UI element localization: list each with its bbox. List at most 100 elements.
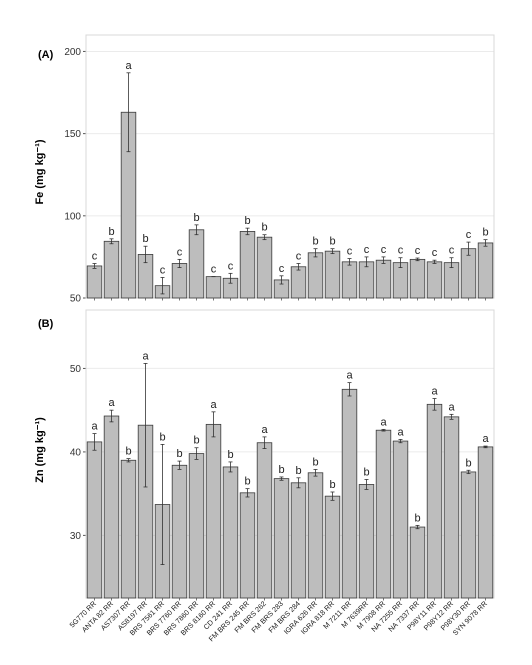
error-bar-zn-17 — [381, 428, 386, 432]
sig-letter-zn-7: a — [210, 399, 217, 411]
sig-letter-fe-10: b — [261, 222, 267, 234]
bar-zn-0 — [86, 441, 103, 599]
error-bar-zn-10 — [262, 436, 267, 449]
bar-fe-16 — [358, 261, 375, 299]
sig-letter-zn-15: a — [346, 370, 353, 382]
bar-fe-14 — [324, 250, 341, 299]
bar-zn-16 — [358, 484, 375, 599]
sig-letter-fe-13: b — [312, 236, 318, 248]
y-tick-label-fe-3: 200 — [64, 47, 81, 58]
bar-fe-17 — [375, 259, 392, 299]
bar-zn-19 — [409, 526, 426, 599]
bar-zn-14 — [324, 495, 341, 599]
sig-letter-fe-17: c — [381, 244, 387, 256]
y-axis-label-zn: Zn (mg kg⁻¹) — [34, 417, 46, 483]
error-bar-fe-4 — [160, 277, 165, 295]
bar-fe-1 — [103, 240, 120, 299]
sig-letter-fe-1: b — [108, 226, 114, 238]
sig-letter-zn-21: a — [448, 401, 455, 413]
bar-zn-11 — [273, 478, 290, 599]
sig-letter-zn-23: a — [482, 433, 489, 445]
bar-fe-15 — [341, 261, 358, 299]
sig-letter-zn-14: b — [329, 479, 335, 491]
error-bar-zn-9 — [245, 488, 250, 498]
sig-letter-fe-6: b — [193, 212, 199, 224]
error-bar-fe-19 — [415, 257, 420, 262]
bar-fe-22 — [460, 248, 477, 299]
bar-zn-9 — [239, 492, 256, 599]
sig-letter-fe-20: c — [432, 247, 438, 259]
sig-letter-fe-4: c — [160, 264, 166, 276]
y-tick-label-zn-0: 30 — [70, 531, 82, 542]
sig-letter-zn-18: a — [397, 426, 404, 438]
error-bar-fe-15 — [347, 258, 352, 266]
bar-fe-7 — [205, 276, 222, 299]
bar-fe-5 — [171, 263, 188, 299]
sig-letter-fe-5: c — [177, 246, 183, 258]
bar-zn-6 — [188, 453, 205, 599]
bar-zn-13 — [307, 472, 324, 599]
bar-fe-12 — [290, 266, 307, 299]
sig-letter-fe-12: c — [296, 250, 302, 262]
y-tick-label-zn-1: 40 — [70, 447, 82, 458]
sig-letter-zn-16: b — [363, 466, 369, 478]
error-bar-zn-15 — [347, 382, 352, 397]
bar-zn-5 — [171, 464, 188, 599]
bar-zn-17 — [375, 429, 392, 599]
bar-zn-21 — [443, 416, 460, 599]
bar-zn-2 — [120, 459, 137, 599]
error-bar-fe-3 — [143, 245, 148, 264]
sig-letter-zn-17: a — [380, 416, 387, 428]
bar-zn-22 — [460, 471, 477, 599]
error-bar-zn-11 — [279, 476, 284, 481]
bar-zn-20 — [426, 403, 443, 599]
sig-letter-zn-4: b — [159, 431, 165, 443]
sig-letter-zn-3: a — [142, 350, 149, 362]
bar-fe-23 — [477, 242, 494, 299]
plot-border-fe — [85, 34, 495, 299]
bar-zn-7 — [205, 423, 222, 599]
error-bar-zn-13 — [313, 469, 318, 477]
plot-border-zn — [85, 309, 495, 599]
sig-letter-fe-23: b — [482, 227, 488, 239]
error-bar-zn-23 — [483, 445, 488, 449]
sig-letter-zn-5: b — [176, 448, 182, 460]
y-tick-label-fe-0: 50 — [70, 294, 82, 305]
error-bar-fe-22 — [466, 241, 471, 256]
sig-letter-fe-22: c — [466, 229, 472, 241]
error-bar-fe-8 — [228, 272, 233, 284]
error-bar-fe-18 — [398, 257, 403, 268]
panel-label-b: (B) — [38, 318, 54, 330]
error-bar-fe-1 — [109, 238, 114, 245]
error-bar-zn-20 — [432, 398, 437, 411]
error-bar-zn-6 — [194, 447, 199, 460]
error-bar-fe-16 — [364, 256, 369, 268]
sig-letter-zn-6: b — [193, 435, 199, 447]
sig-letter-fe-16: c — [364, 244, 370, 256]
error-bar-fe-2 — [126, 72, 131, 153]
sig-letter-zn-11: b — [278, 464, 284, 476]
error-bar-fe-11 — [279, 275, 284, 285]
sig-letter-zn-12: b — [295, 465, 301, 477]
error-bar-fe-6 — [194, 224, 199, 236]
sig-letter-zn-20: a — [431, 385, 438, 397]
error-bar-fe-9 — [245, 227, 250, 236]
error-bar-zn-0 — [92, 433, 97, 451]
sig-letter-fe-7: c — [211, 264, 217, 276]
error-bar-zn-7 — [211, 411, 216, 438]
sig-letter-fe-3: b — [142, 233, 148, 245]
error-bar-zn-12 — [296, 477, 301, 489]
y-tick-label-fe-2: 150 — [64, 129, 81, 140]
sig-letter-zn-19: b — [414, 512, 420, 524]
bar-zn-15 — [341, 388, 358, 599]
bar-zn-10 — [256, 442, 273, 599]
error-bar-zn-18 — [398, 438, 403, 444]
sig-letter-zn-13: b — [312, 456, 318, 468]
error-bar-zn-14 — [330, 491, 335, 501]
sig-letter-zn-2: b — [125, 446, 131, 458]
bar-zn-12 — [290, 482, 307, 599]
error-bar-zn-16 — [364, 479, 369, 490]
bar-zn-8 — [222, 466, 239, 599]
